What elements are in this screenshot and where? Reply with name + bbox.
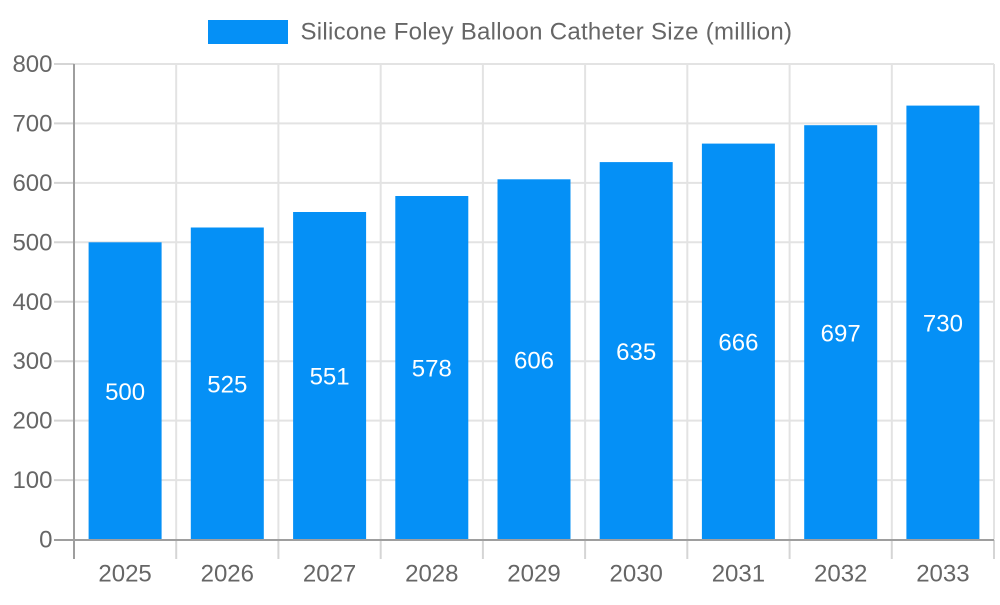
svg-text:551: 551 xyxy=(310,364,350,391)
svg-text:606: 606 xyxy=(514,347,554,374)
svg-text:0: 0 xyxy=(39,527,52,554)
svg-text:400: 400 xyxy=(12,289,52,316)
svg-text:500: 500 xyxy=(12,229,52,256)
svg-text:2029: 2029 xyxy=(507,560,560,587)
svg-text:697: 697 xyxy=(821,320,861,347)
svg-text:700: 700 xyxy=(12,110,52,137)
svg-text:730: 730 xyxy=(923,311,963,338)
svg-text:2027: 2027 xyxy=(303,560,356,587)
svg-text:100: 100 xyxy=(12,467,52,494)
svg-text:200: 200 xyxy=(12,408,52,435)
svg-text:2025: 2025 xyxy=(98,560,151,587)
svg-text:525: 525 xyxy=(207,372,247,399)
svg-text:800: 800 xyxy=(12,51,52,78)
svg-text:666: 666 xyxy=(718,330,758,357)
svg-text:635: 635 xyxy=(616,339,656,366)
svg-text:2030: 2030 xyxy=(610,560,663,587)
svg-text:2032: 2032 xyxy=(814,560,867,587)
svg-text:Silicone Foley Balloon Cathete: Silicone Foley Balloon Catheter Size (mi… xyxy=(301,19,793,46)
svg-text:2026: 2026 xyxy=(201,560,254,587)
svg-text:578: 578 xyxy=(412,356,452,383)
svg-text:600: 600 xyxy=(12,170,52,197)
svg-text:300: 300 xyxy=(12,348,52,375)
svg-text:500: 500 xyxy=(105,379,145,406)
svg-text:2028: 2028 xyxy=(405,560,458,587)
svg-text:2033: 2033 xyxy=(916,560,969,587)
svg-text:2031: 2031 xyxy=(712,560,765,587)
